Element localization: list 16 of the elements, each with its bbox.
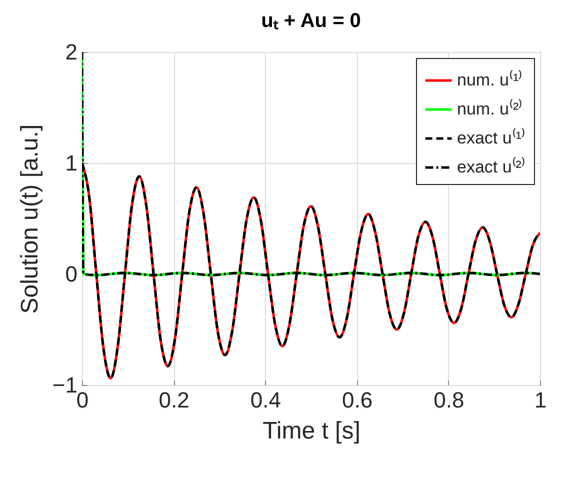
x-tick-label: 0.6 <box>342 388 373 412</box>
y-tick-label: 2 <box>65 40 78 64</box>
y-axis-title: Solution u(t) [a.u.] <box>16 124 44 314</box>
legend-label: exact u⁽¹⁾ <box>457 128 526 148</box>
x-tick-label: 0.2 <box>158 388 190 412</box>
legend-label: num. u⁽²⁾ <box>457 98 523 118</box>
y-tick-label: −1 <box>52 372 78 398</box>
chart-title: uₜ + Au = 0 <box>261 10 361 32</box>
x-tick-label: 0.4 <box>250 388 281 412</box>
y-tick-label: 1 <box>65 150 78 176</box>
x-axis-title: Time t [s] <box>262 418 360 444</box>
legend-label: num. u⁽¹⁾ <box>457 70 523 90</box>
x-tick-label: 0.8 <box>434 388 464 412</box>
legend-label: exact u⁽²⁾ <box>457 156 526 176</box>
x-tick-label: 1 <box>534 388 547 412</box>
y-tick-label: 0 <box>65 262 78 286</box>
